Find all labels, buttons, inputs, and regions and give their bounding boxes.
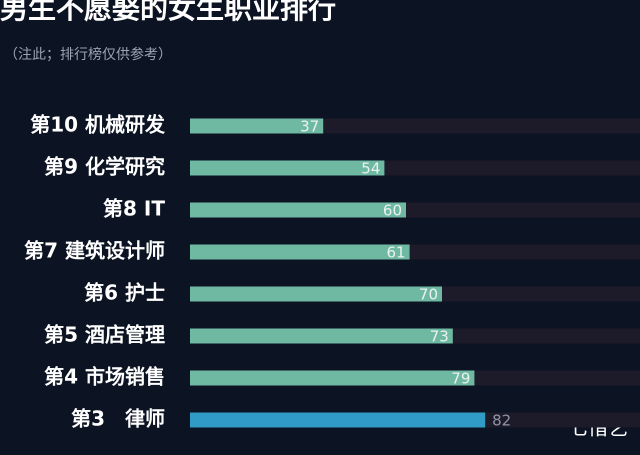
category-label: 第3 律师 <box>71 407 165 431</box>
value-label: 79 <box>451 370 470 388</box>
category-label: 第5 酒店管理 <box>44 323 165 347</box>
value-label: 54 <box>361 160 380 178</box>
bar <box>190 160 385 176</box>
bar <box>190 328 453 344</box>
category-label: 第7 建筑设计师 <box>24 239 165 263</box>
bar <box>190 286 442 302</box>
value-label: 70 <box>419 286 438 304</box>
chart-title: 男生不愿娶的女生职业排行 <box>0 0 336 25</box>
bar <box>190 202 406 218</box>
category-label: 第4 市场销售 <box>44 365 165 389</box>
bar <box>190 412 486 428</box>
category-label: 第9 化学研究 <box>44 155 165 179</box>
category-label: 第10 机械研发 <box>30 113 166 137</box>
category-label: 第8 IT <box>103 197 165 221</box>
bar <box>190 118 324 134</box>
chart-subtitle: （注此；排行榜仅供参考） <box>4 46 172 63</box>
bar <box>190 244 410 260</box>
category-label: 第6 护士 <box>84 281 165 305</box>
bar <box>190 370 475 386</box>
value-label: 73 <box>430 328 449 346</box>
value-label: 61 <box>387 244 406 262</box>
value-label: 82 <box>492 412 511 430</box>
value-label: 60 <box>383 202 402 220</box>
value-label: 37 <box>300 118 319 136</box>
